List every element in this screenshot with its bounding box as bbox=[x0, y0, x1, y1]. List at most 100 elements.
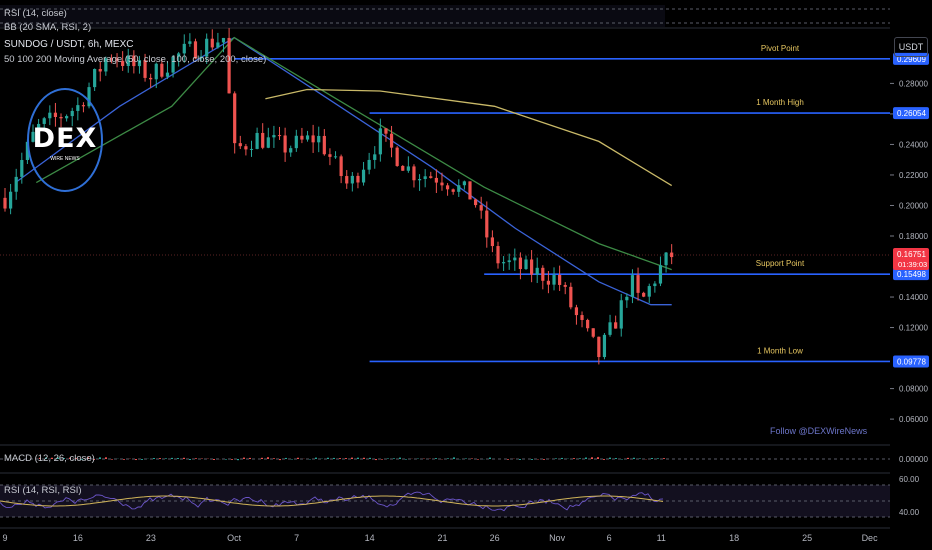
rsi-top-label[interactable]: RSI (14, close) bbox=[4, 8, 67, 19]
candle-body bbox=[412, 166, 416, 181]
candle-body bbox=[305, 135, 310, 140]
candle-body bbox=[311, 135, 315, 143]
candle-body bbox=[479, 205, 483, 211]
candle-body bbox=[563, 284, 567, 287]
candle-body bbox=[642, 292, 646, 297]
candle-body bbox=[389, 133, 394, 148]
macd-label[interactable]: MACD (12, 26, close) bbox=[4, 453, 95, 464]
candle-body bbox=[121, 60, 125, 66]
candle-body bbox=[109, 58, 114, 60]
candle-body bbox=[98, 68, 102, 72]
candle-body bbox=[300, 135, 304, 140]
rsi-tick: 60.00 bbox=[899, 475, 920, 484]
candle-body bbox=[289, 148, 293, 153]
candle-body bbox=[580, 315, 584, 320]
candle-body bbox=[664, 252, 668, 266]
x-tick-label: 9 bbox=[2, 533, 7, 543]
candle-body bbox=[160, 63, 164, 77]
x-tick-label: Nov bbox=[549, 533, 566, 543]
candle-body bbox=[227, 37, 231, 94]
candle-body bbox=[619, 300, 623, 329]
current-price-text: 0.16751 bbox=[897, 250, 926, 259]
x-tick-label: 11 bbox=[657, 533, 666, 543]
candle-body bbox=[417, 179, 422, 181]
y-tick-label: 0.08000 bbox=[899, 385, 928, 394]
macd-tick: 0.00000 bbox=[899, 455, 928, 464]
candle-body bbox=[277, 135, 282, 137]
candle-body bbox=[384, 128, 388, 134]
logo-subtext: WIRE NEWS bbox=[50, 156, 80, 162]
candle-body bbox=[524, 259, 528, 270]
candle-body bbox=[670, 252, 674, 258]
candle-body bbox=[182, 43, 186, 54]
level-tag-text: 0.15498 bbox=[897, 270, 926, 279]
candle-body bbox=[294, 135, 298, 149]
candle-body bbox=[513, 257, 517, 261]
candle-body bbox=[602, 334, 607, 358]
candle-body bbox=[333, 156, 338, 158]
currency-button[interactable]: USDT bbox=[894, 37, 928, 57]
candle-body bbox=[283, 135, 287, 153]
candle-body bbox=[115, 58, 119, 61]
level-tag bbox=[893, 268, 929, 281]
candle-body bbox=[473, 199, 478, 206]
ma-line bbox=[15, 36, 672, 306]
candle-body bbox=[216, 42, 220, 48]
candle-body bbox=[558, 274, 562, 285]
candle-body bbox=[339, 156, 343, 177]
x-tick-label: 21 bbox=[437, 533, 447, 543]
ma-label[interactable]: 50 100 200 Moving Average (50, close, 10… bbox=[4, 54, 267, 65]
symbol-label[interactable]: SUNDOG / USDT, 6h, MEXC bbox=[4, 39, 134, 50]
candle-body bbox=[3, 197, 7, 209]
candle-body bbox=[457, 185, 461, 192]
candle-body bbox=[367, 159, 371, 170]
candle-body bbox=[653, 283, 657, 287]
candle-body bbox=[188, 41, 192, 44]
level-tag-text: 0.26054 bbox=[897, 109, 926, 118]
candle-body bbox=[272, 135, 276, 138]
rsi-tick: 40.00 bbox=[899, 508, 920, 517]
x-tick-label: 16 bbox=[73, 533, 83, 543]
candle-body bbox=[490, 237, 494, 247]
x-tick-label: 26 bbox=[490, 533, 500, 543]
candle-body bbox=[149, 77, 153, 80]
candle-body bbox=[93, 68, 97, 88]
candle-body bbox=[485, 210, 489, 238]
candle-body bbox=[395, 147, 399, 166]
candle-body bbox=[468, 181, 472, 200]
y-tick-label: 0.18000 bbox=[899, 232, 928, 241]
candle-body bbox=[233, 93, 237, 144]
y-tick-label: 0.24000 bbox=[899, 140, 928, 149]
candle-body bbox=[530, 259, 534, 275]
candle-body bbox=[507, 260, 511, 263]
candle-body bbox=[373, 154, 377, 160]
bb-label[interactable]: BB (20 SMA, RSI, 2) bbox=[4, 22, 92, 33]
candle-body bbox=[261, 132, 265, 148]
x-tick-label: 7 bbox=[294, 533, 299, 543]
candle-body bbox=[625, 296, 629, 301]
level-tag-text: 0.09778 bbox=[897, 357, 926, 366]
candle-body bbox=[501, 262, 506, 264]
ma-line bbox=[265, 88, 673, 187]
candle-body bbox=[137, 60, 142, 67]
candle-body bbox=[210, 38, 214, 48]
candle-body bbox=[193, 41, 198, 59]
candle-body bbox=[586, 319, 590, 329]
y-tick-label: 0.28000 bbox=[899, 79, 928, 88]
candle-body bbox=[574, 307, 579, 316]
logo-text: DEX bbox=[32, 123, 98, 154]
rsi-line bbox=[0, 491, 664, 512]
candle-body bbox=[569, 286, 573, 308]
y-tick-label: 0.12000 bbox=[899, 324, 928, 333]
candle-body bbox=[328, 154, 332, 157]
x-tick-label: 25 bbox=[802, 533, 812, 543]
x-tick-label: Oct bbox=[227, 533, 242, 543]
y-tick-label: 0.14000 bbox=[899, 293, 928, 302]
ma-line bbox=[35, 36, 672, 271]
candle-body bbox=[126, 55, 130, 66]
candle-body bbox=[546, 280, 551, 285]
rsi-bottom-label[interactable]: RSI (14, RSI, RSI) bbox=[4, 485, 82, 496]
candle-body bbox=[317, 135, 321, 143]
candle-body bbox=[552, 274, 556, 285]
x-tick-label: 23 bbox=[146, 533, 156, 543]
